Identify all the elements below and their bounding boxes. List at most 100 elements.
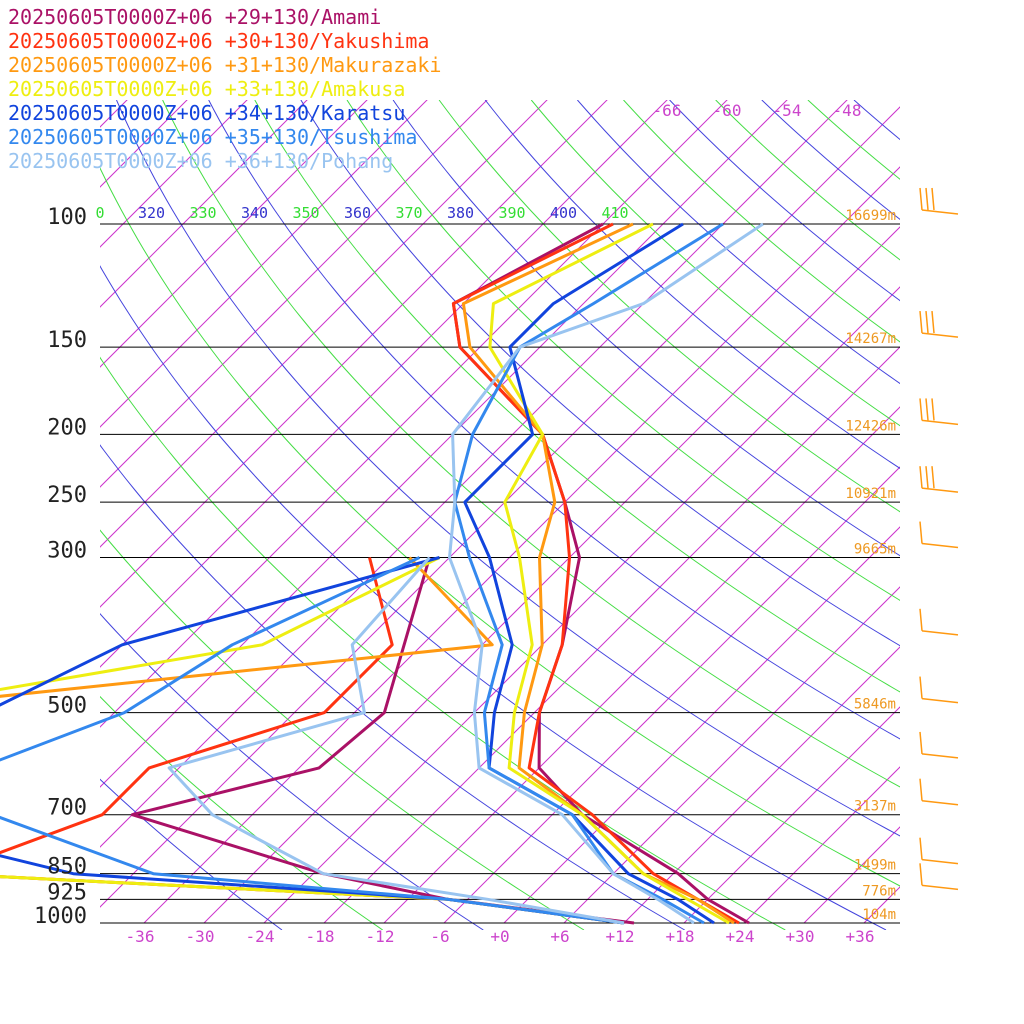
dry-adiabat-line [100,265,887,930]
wind-barb-feather [931,398,935,421]
theta-label: 350 [292,204,319,222]
temperature-profile-line [463,222,715,925]
theta-label: 390 [498,204,525,222]
dry-adiabat-line [100,166,900,887]
isotherm-line [100,100,308,308]
isotherm-line [100,100,548,548]
isotherm-line [683,706,900,924]
isotherm-line [743,766,900,924]
dry-adiabat-line [669,100,900,302]
isotherm-line [623,646,900,924]
theta-label: 340 [241,204,268,222]
height-label: 10921m [845,486,896,502]
dry-adiabat-line [715,100,900,261]
legend-entry: 20250605T0000Z+06 +29+130/Amami [8,5,381,29]
wind-barb-feather [919,466,923,489]
height-label: 3137m [854,799,896,815]
pressure-label: 250 [47,483,87,508]
wind-barb-feather [925,187,929,211]
top-isotherm-label: -66 [653,101,682,120]
x-tick-label: +12 [606,927,635,946]
isotherm-line [100,100,428,428]
legend-entry: 20250605T0000Z+06 +36+130/Pohang [8,149,393,173]
dry-adiabat-line [100,356,786,930]
wind-barb-feather [925,466,929,489]
dry-adiabat-line [623,100,900,343]
isotherm-line [803,826,900,924]
dry-adiabat-line [484,100,900,470]
isotherm-line [100,100,608,608]
isotherm-line [100,100,488,488]
theta-label: 360 [344,204,371,222]
pressure-label: 200 [47,415,87,440]
wind-barb-feather [919,863,923,886]
wind-barb-shaft [921,753,959,759]
theta-label: 370 [395,204,422,222]
x-tick-label: -24 [246,927,275,946]
isotherm-line [263,286,900,924]
x-tick-label: +18 [666,927,695,946]
dewpoint-profile-line [167,556,625,925]
legend-entry: 20250605T0000Z+06 +35+130/Tsushima [8,125,417,149]
theta-label: 410 [601,204,628,222]
wind-barb-shaft [921,799,959,806]
theta-label: 330 [189,204,216,222]
legend-entry: 20250605T0000Z+06 +30+130/Yakushima [8,29,429,53]
isotherm-line [863,886,900,924]
height-label: 1499m [854,858,896,874]
dry-adiabat-line [577,100,900,385]
pressure-label: 300 [47,539,87,564]
isotherm-line [563,586,900,924]
isobar-lines [100,223,900,924]
dry-adiabat-line [254,100,900,693]
isotherm-line [100,100,788,788]
height-label: 12426m [845,418,896,434]
temperature-profile-line [451,222,740,925]
axis-labels: 100 16699m 150 14267m 200 12426m 250 10921m 300 9… [34,101,896,946]
isotherm-line [503,526,900,924]
top-isotherm-label: -54 [773,101,802,120]
dry-adiabat-line [100,444,685,930]
temperature-profile-line [448,222,764,925]
wind-barb-shaft [921,858,959,865]
wind-barb-shaft [921,884,959,891]
isotherm-line [100,100,368,368]
x-tick-label: +6 [550,927,569,946]
legend-entry: 20250605T0000Z+06 +31+130/Makurazaki [8,53,441,77]
wind-barb-shaft [921,419,959,426]
height-label: 14267m [845,331,896,347]
dry-adiabat-line [300,100,900,647]
x-tick-label: +30 [786,927,815,946]
dry-adiabat-line [100,613,484,930]
isotherm-line [924,23,1024,923]
wind-barb-feather [919,731,923,754]
x-tick-label: +36 [846,927,875,946]
isotherm-line [383,406,900,924]
x-tick-label: -6 [430,927,449,946]
legend: 20250605T0000Z+06 +29+130/Amami20250605T… [8,5,441,173]
wind-barb-feather [919,398,923,421]
height-label: 776m [862,883,896,899]
wind-barb-feather [919,521,923,544]
height-label: 16699m [845,208,896,224]
pressure-label: 925 [47,880,87,905]
x-tick-label: +24 [726,927,755,946]
wind-barb-feather [919,608,923,631]
legend-entry: 20250605T0000Z+06 +34+130/Karatsu [8,101,405,125]
wind-barb-feather [919,311,923,334]
dewpoint-profile-line [0,556,625,925]
dry-adiabat-line [116,100,900,837]
wind-barb-shaft [921,487,959,493]
wind-barb-feather [925,311,929,334]
wind-barb-feather [931,466,935,489]
theta-label: 400 [550,204,577,222]
pressure-label: 850 [47,855,87,880]
height-label: 104m [862,907,896,923]
isotherm-line [100,106,900,908]
isotherm-line [100,100,248,248]
height-label: 5846m [854,697,896,713]
dry-adiabat-line [100,778,283,930]
isotherm-line [443,466,900,924]
isotherm-line [100,100,728,728]
